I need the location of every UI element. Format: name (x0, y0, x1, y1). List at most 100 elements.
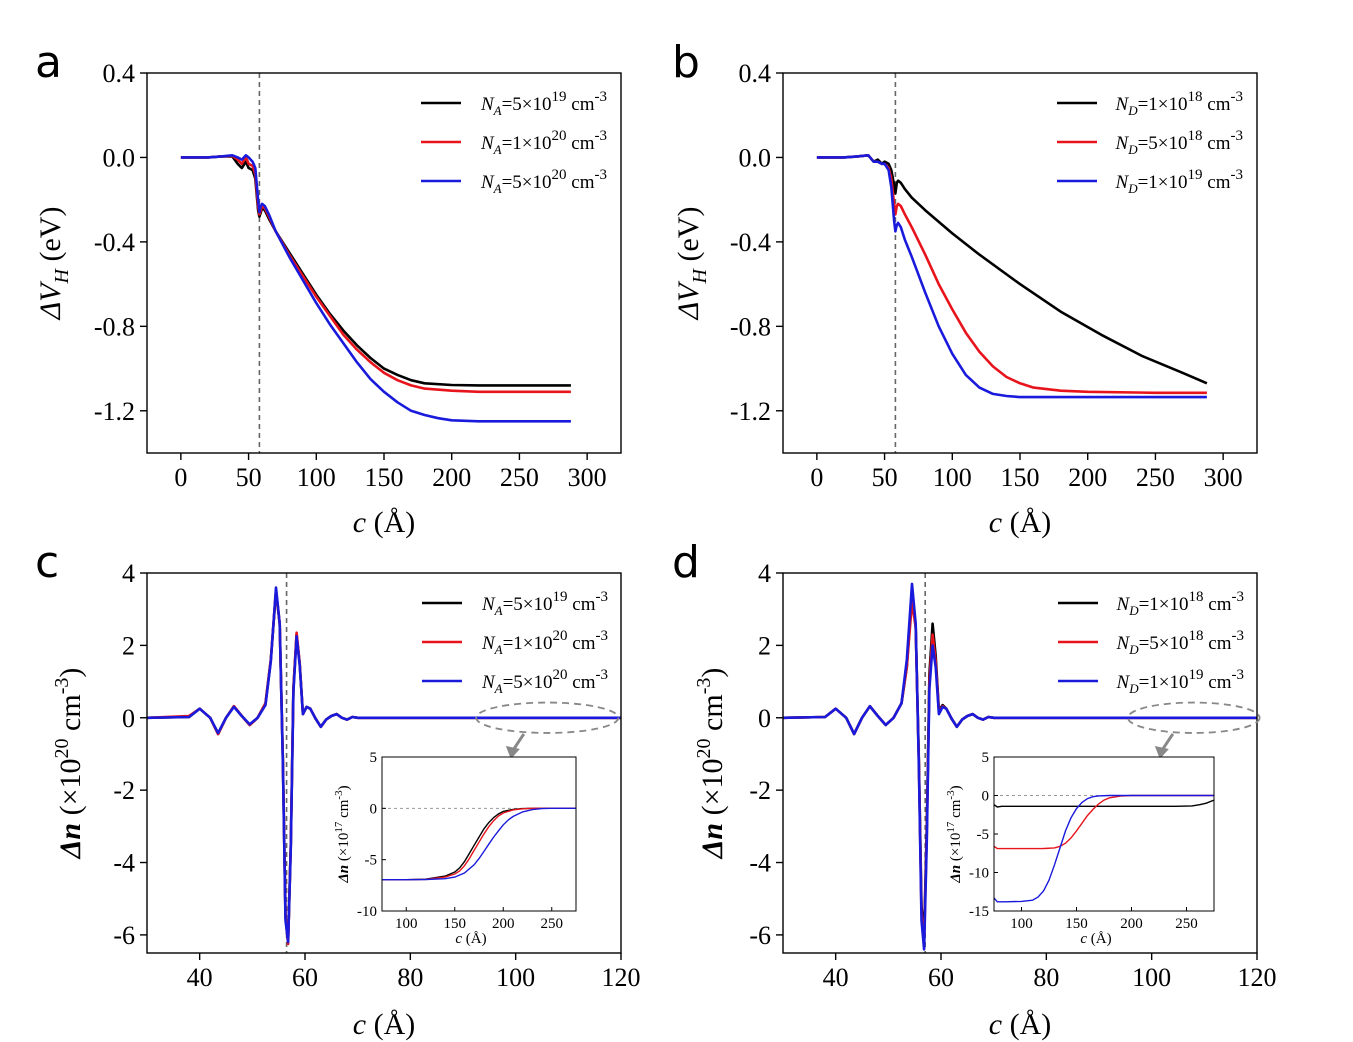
inset-y-axis-title: Δn (×1017 cm-3) (945, 785, 964, 883)
x-tick-label: 300 (568, 463, 607, 492)
legend-entry: ND=5×1018 cm-3 (1116, 628, 1244, 657)
x-tick-label: 60 (928, 963, 954, 992)
legend: ND=1×1018 cm-3 ND=5×1018 cm-3 ND=1×1019 cm… (1057, 89, 1243, 196)
legend-entry: NA=1×1020 cm-3 (481, 628, 608, 657)
series-line-3 (146, 586, 621, 944)
zoom-region-ellipse (475, 701, 620, 734)
panel-letter: b (672, 37, 700, 88)
y-tick-label: -4 (113, 849, 135, 878)
y-tick-label: 2 (122, 631, 135, 660)
zoom-arrow-head (1154, 745, 1169, 759)
x-tick-label: 300 (1204, 463, 1243, 492)
plot-frame (146, 72, 622, 454)
zoom-arrow (1161, 733, 1175, 750)
y-tick-label: 0 (758, 704, 771, 733)
x-tick-label: 120 (1238, 963, 1277, 992)
x-tick-label: 80 (397, 963, 423, 992)
y-tick-label: -0.4 (730, 228, 771, 257)
legend-entry: NA=5×1019 cm-3 (481, 589, 608, 618)
panel-b: b 0 50 100 150 200 250 300 0.4 0.0 -0.4 -0.8 -1.2 c (… (672, 37, 1258, 539)
inset-x-tick-label: 250 (541, 916, 564, 932)
inset-background (382, 757, 576, 911)
y-tick-label: -1.2 (94, 397, 135, 426)
x-axis-title: c (Å) (353, 506, 415, 539)
y-tick-label: -0.4 (94, 228, 135, 257)
inset-x-axis-title: c (Å) (1080, 931, 1111, 947)
inset-frame (381, 756, 577, 912)
inset-x-tick-label: 250 (1175, 916, 1198, 932)
y-tick-label: 0.4 (103, 59, 136, 88)
x-tick-label: 120 (602, 963, 641, 992)
panel-a: a 0 50 100 150 200 250 300 0.4 0.0 -0.4 -0.8 -1.2 c (… (34, 37, 622, 539)
zoom-region-ellipse (1127, 701, 1261, 734)
inset-x-tick-label: 100 (1010, 916, 1033, 932)
inset-series-line-2 (993, 794, 1214, 850)
x-tick-label: 200 (432, 463, 471, 492)
x-tick-label: 0 (810, 463, 823, 492)
series-line-3 (816, 154, 1207, 399)
legend: ND=1×1018 cm-3 ND=5×1018 cm-3 ND=1×1019 cm… (1058, 589, 1244, 696)
y-tick-label: 0.0 (103, 143, 136, 172)
y-tick-label: 4 (758, 559, 771, 588)
x-tick-label: 100 (297, 463, 336, 492)
series-line-3 (180, 154, 571, 423)
legend-entry: NA=5×1020 cm-3 (480, 167, 607, 196)
legend-entry: ND=1×1019 cm-3 (1115, 167, 1243, 196)
inset-background (994, 757, 1214, 911)
inset-y-tick-label: 0 (370, 801, 378, 817)
inset-x-tick-label: 200 (492, 916, 515, 932)
x-tick-label: 50 (236, 463, 262, 492)
inset-y-axis-title: Δn (×1017 cm-3) (333, 785, 352, 883)
legend-entry: NA=5×1019 cm-3 (480, 89, 607, 118)
inset-y-tick-label: -15 (969, 904, 989, 920)
y-tick-label: 0 (122, 704, 135, 733)
legend-entry: NA=5×1020 cm-3 (481, 667, 608, 696)
y-tick-label: 2 (758, 631, 771, 660)
inset-x-axis-title: c (Å) (455, 931, 486, 947)
x-tick-label: 50 (872, 463, 898, 492)
panel-c: c 40 60 80 100 120 4 2 0 -2 -4 -6 c (Å) Δn (×1020 cm-… (35, 537, 641, 1041)
panel-letter: c (35, 537, 59, 588)
y-tick-label: -6 (113, 921, 135, 950)
x-tick-label: 100 (496, 963, 535, 992)
x-axis-title: c (Å) (989, 1008, 1051, 1041)
inset-series-line-3 (382, 807, 576, 881)
y-tick-label: 0.4 (739, 59, 772, 88)
x-axis-title: c (Å) (353, 1008, 415, 1041)
y-tick-label: 4 (122, 559, 135, 588)
inset-y-tick-label: -5 (365, 853, 378, 869)
inset-y-tick-label: 0 (982, 789, 990, 805)
x-tick-label: 60 (292, 963, 318, 992)
y-tick-label: 0.0 (739, 143, 772, 172)
y-tick-label: -2 (749, 776, 771, 805)
inset-y-tick-label: -10 (969, 866, 989, 882)
x-tick-label: 250 (1136, 463, 1175, 492)
legend-entry: ND=5×1018 cm-3 (1115, 128, 1243, 157)
zoom-arrow (512, 733, 526, 750)
inset-x-tick-label: 150 (444, 916, 467, 932)
legend-entry: ND=1×1019 cm-3 (1116, 667, 1244, 696)
x-tick-label: 150 (365, 463, 404, 492)
x-tick-label: 80 (1033, 963, 1059, 992)
inset-chart: 100 150 200 250 5 0 -5 -10 c (Å) Δn (×1017 cm-3) (333, 750, 577, 947)
y-tick-label: -2 (113, 776, 135, 805)
x-axis-title: c (Å) (989, 506, 1051, 539)
inset-series-line-1 (993, 799, 1215, 808)
x-tick-label: 200 (1068, 463, 1107, 492)
legend: NA=5×1019 cm-3 NA=1×1020 cm-3 NA=5×1020 cm… (422, 589, 608, 696)
y-axis-title: Δn (×1020 cm-3) (693, 668, 729, 860)
panel-d: d 40 60 80 100 120 4 2 0 -2 -4 -6 c (Å) Δn (×1020 cm-… (672, 537, 1277, 1041)
legend-entry: ND=1×1018 cm-3 (1115, 89, 1243, 118)
panel-letter: a (35, 37, 62, 88)
inset-chart: 100 150 200 250 5 0 -5 -10 -15 c (Å) Δn (×1017 cm-… (945, 750, 1215, 947)
x-tick-label: 100 (1132, 963, 1171, 992)
y-axis-title: Δn (×1020 cm-3) (51, 668, 87, 860)
y-axis-title: ΔVH (eV) (34, 207, 73, 321)
inset-series-line-3 (993, 794, 1214, 903)
legend: NA=5×1019 cm-3 NA=1×1020 cm-3 NA=5×1020 cm… (421, 89, 607, 196)
y-tick-label: -4 (749, 849, 771, 878)
plot-frame (146, 572, 622, 954)
y-tick-label: -0.8 (730, 312, 771, 341)
inset-y-tick-label: -10 (357, 904, 377, 920)
